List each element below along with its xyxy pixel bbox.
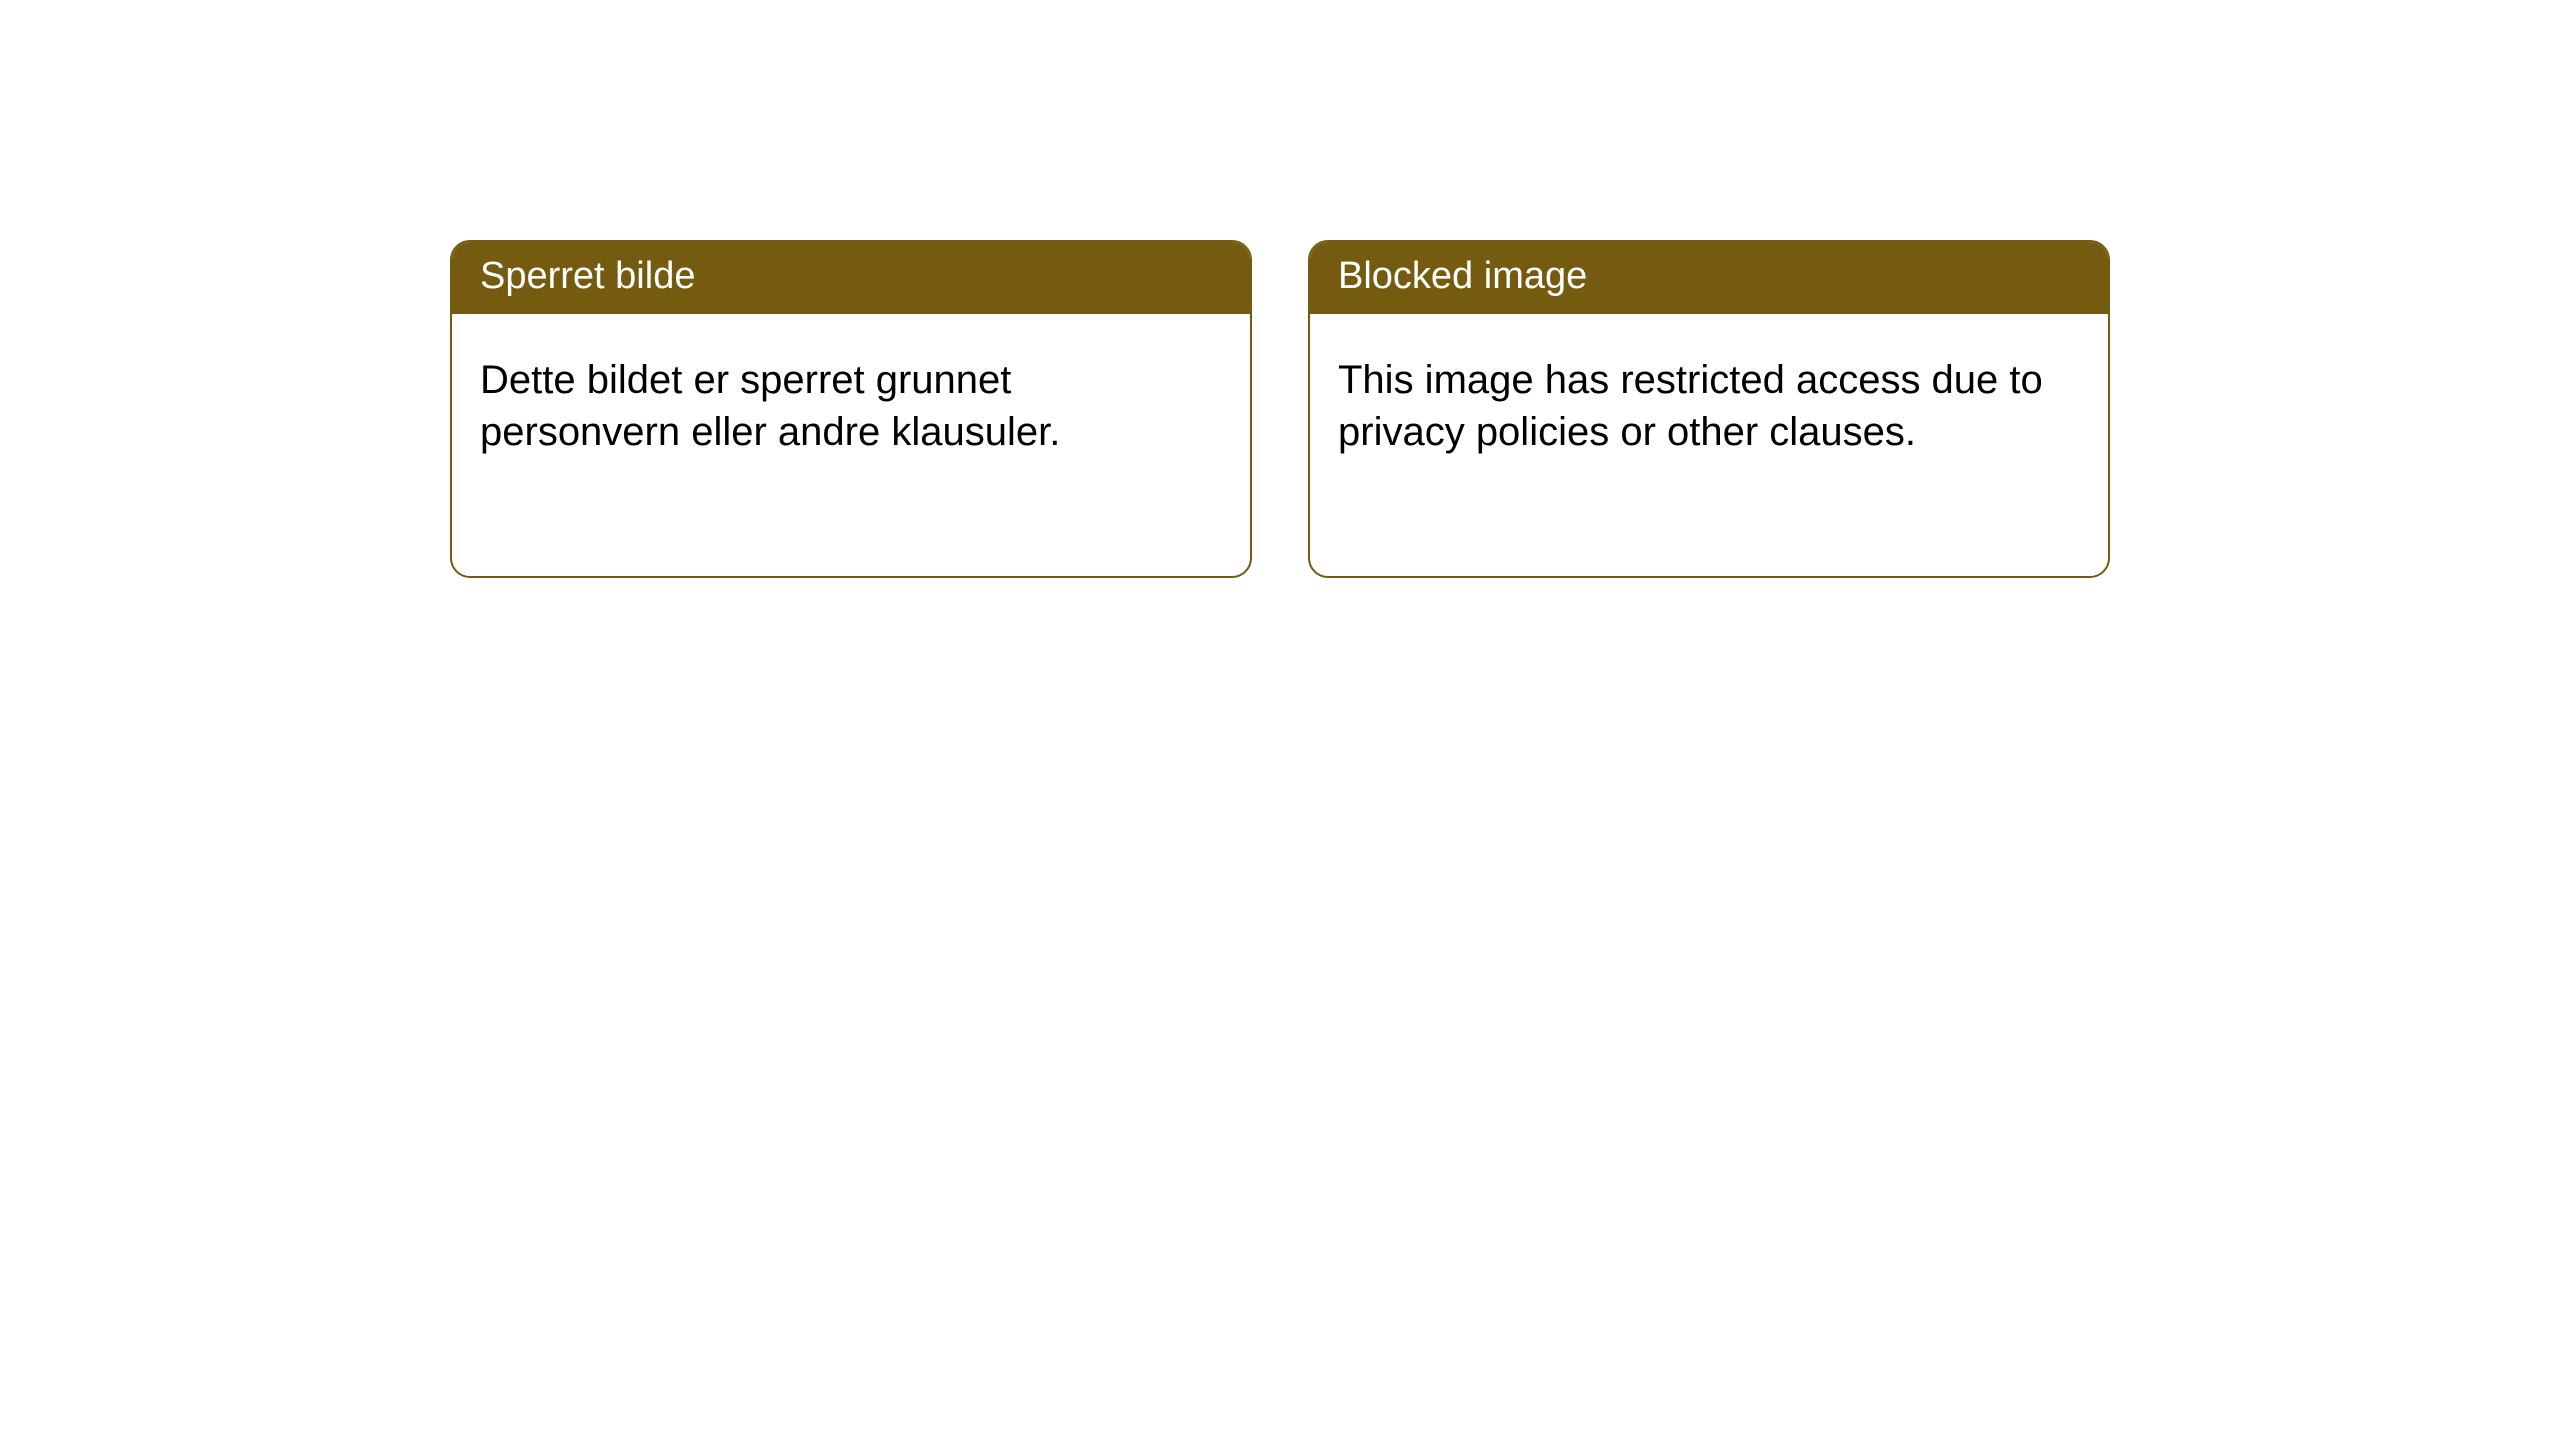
card-body-text: This image has restricted access due to … — [1310, 314, 2108, 486]
blocked-image-card-en: Blocked image This image has restricted … — [1308, 240, 2110, 578]
card-title: Blocked image — [1310, 242, 2108, 314]
card-title: Sperret bilde — [452, 242, 1250, 314]
blocked-image-card-no: Sperret bilde Dette bildet er sperret gr… — [450, 240, 1252, 578]
card-body-text: Dette bildet er sperret grunnet personve… — [452, 314, 1250, 486]
card-container: Sperret bilde Dette bildet er sperret gr… — [0, 0, 2560, 578]
